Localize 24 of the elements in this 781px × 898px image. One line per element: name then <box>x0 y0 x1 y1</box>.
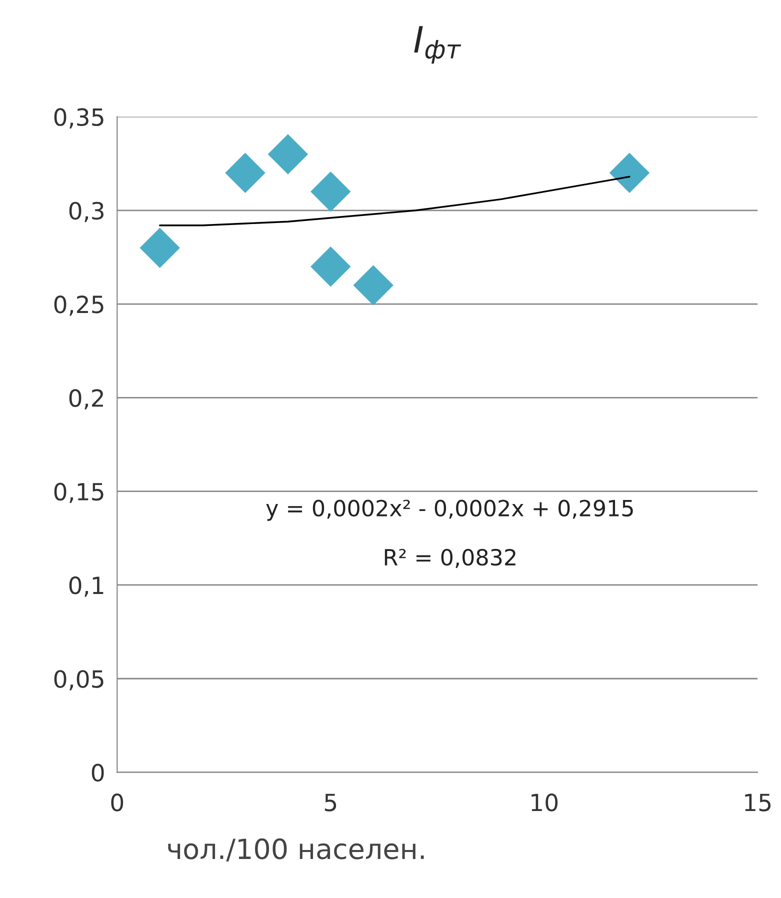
line-series <box>159 176 630 226</box>
y-tick-label: 0,3 <box>69 202 104 222</box>
point <box>140 228 180 268</box>
y-tick-label: 0,25 <box>54 295 104 316</box>
x-tick-label: 15 <box>745 794 771 812</box>
point <box>310 172 351 212</box>
annotation: R² = 0,0832 <box>384 548 516 568</box>
y-tick-label: 0,05 <box>54 670 104 690</box>
y-tick-label: 0,1 <box>69 576 104 597</box>
x-axis-title: чол./100 населен. <box>168 838 424 862</box>
x-tick-label: 0 <box>111 794 124 812</box>
chart-title: I$_{фт}$ <box>414 26 462 64</box>
y-tick-label: 0,2 <box>69 389 103 410</box>
y-tick-label: 0,35 <box>54 108 104 128</box>
point <box>353 265 394 306</box>
annotation: y = 0,0002x² - 0,0002x + 0,2915 <box>266 500 633 521</box>
y-tick-label: 0 <box>92 764 104 782</box>
x-tick-label: 10 <box>532 794 558 812</box>
y-tick-label: 0,15 <box>54 482 104 504</box>
x-tick-label: 5 <box>324 794 336 812</box>
point <box>609 152 650 194</box>
point <box>225 152 266 194</box>
point <box>268 134 308 174</box>
point <box>310 246 351 287</box>
